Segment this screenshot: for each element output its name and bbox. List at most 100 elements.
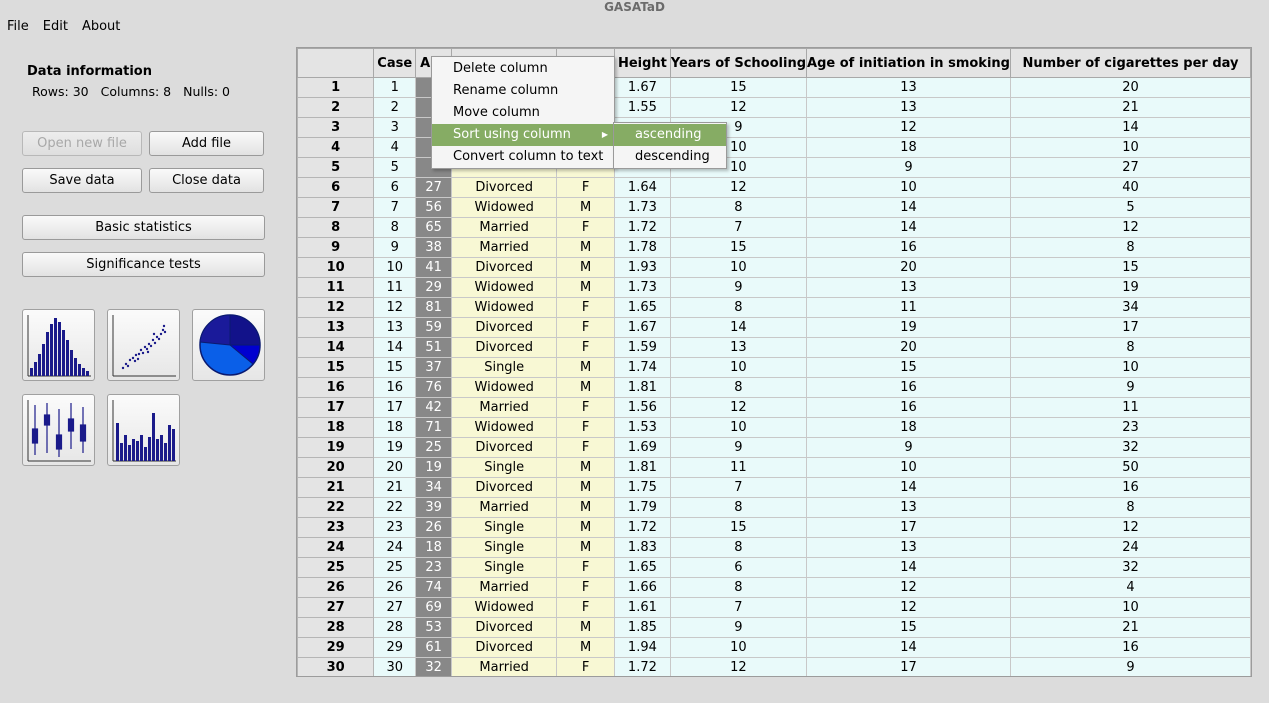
table-cell[interactable]: 50 (1009, 457, 1251, 478)
row-header[interactable]: 6 (297, 177, 375, 198)
table-cell[interactable]: 12 (373, 297, 417, 318)
table-cell[interactable]: 11 (806, 297, 1011, 318)
table-cell[interactable]: 15 (1009, 257, 1251, 278)
row-header[interactable]: 25 (297, 557, 375, 578)
table-cell[interactable]: Single (451, 537, 558, 558)
table-cell[interactable]: 65 (415, 217, 453, 238)
table-cell[interactable]: 1.67 (614, 77, 671, 98)
table-cell[interactable]: 76 (415, 377, 453, 398)
table-cell[interactable]: Divorced (451, 317, 558, 338)
table-cell[interactable]: F (556, 577, 616, 598)
row-header[interactable]: 17 (297, 397, 375, 418)
table-cell[interactable]: Divorced (451, 437, 558, 458)
table-cell[interactable]: 14 (806, 197, 1011, 218)
row-header[interactable]: 4 (297, 137, 375, 158)
table-cell[interactable]: F (556, 177, 616, 198)
table-cell[interactable]: 34 (415, 477, 453, 498)
table-cell[interactable]: 16 (1009, 637, 1251, 658)
table-cell[interactable]: 18 (806, 137, 1011, 158)
table-cell[interactable]: 10 (806, 457, 1011, 478)
row-header[interactable]: 14 (297, 337, 375, 358)
open-new-file-button[interactable]: Open new file (22, 131, 142, 156)
table-cell[interactable]: 32 (415, 657, 453, 676)
table-cell[interactable]: 18 (806, 417, 1011, 438)
table-cell[interactable]: 19 (373, 437, 417, 458)
box-plot-button[interactable] (22, 394, 95, 466)
table-cell[interactable]: Widowed (451, 597, 558, 618)
histogram-button[interactable] (22, 309, 95, 381)
table-cell[interactable]: 8 (669, 297, 808, 318)
scatter-plot-button[interactable] (107, 309, 180, 381)
table-cell[interactable]: 7 (669, 597, 808, 618)
table-cell[interactable]: 22 (373, 497, 417, 518)
table-cell[interactable]: 1.61 (614, 597, 671, 618)
table-cell[interactable]: 23 (1009, 417, 1251, 438)
table-cell[interactable]: 14 (806, 217, 1011, 238)
table-cell[interactable]: 53 (415, 617, 453, 638)
table-cell[interactable]: 17 (806, 517, 1011, 538)
table-cell[interactable]: 9 (1009, 657, 1251, 676)
table-cell[interactable]: 7 (669, 477, 808, 498)
table-cell[interactable]: 4 (373, 137, 417, 158)
table-cell[interactable]: 16 (806, 237, 1011, 258)
table-cell[interactable]: 12 (669, 397, 808, 418)
table-cell[interactable]: 13 (669, 337, 808, 358)
table-cell[interactable]: Widowed (451, 197, 558, 218)
row-header[interactable]: 30 (297, 657, 375, 676)
table-cell[interactable]: 32 (1009, 437, 1251, 458)
row-header[interactable]: 16 (297, 377, 375, 398)
basic-statistics-button[interactable]: Basic statistics (22, 215, 265, 240)
table-cell[interactable]: 6 (669, 557, 808, 578)
table-cell[interactable]: 34 (1009, 297, 1251, 318)
table-cell[interactable]: 1.73 (614, 197, 671, 218)
bar-chart-button[interactable] (107, 394, 180, 466)
table-cell[interactable]: 1.85 (614, 617, 671, 638)
table-cell[interactable]: Married (451, 217, 558, 238)
table-cell[interactable]: 13 (806, 537, 1011, 558)
table-cell[interactable]: Married (451, 577, 558, 598)
table-cell[interactable]: 1.64 (614, 177, 671, 198)
table-cell[interactable]: 81 (415, 297, 453, 318)
column-header-cigarettes-per-day[interactable]: Number of cigarettes per day (1009, 48, 1251, 78)
row-header[interactable]: 22 (297, 497, 375, 518)
column-header-years-of-schooling[interactable]: Years of Schooling (669, 48, 808, 78)
table-cell[interactable]: 11 (1009, 397, 1251, 418)
add-file-button[interactable]: Add file (149, 131, 264, 156)
table-cell[interactable]: M (556, 537, 616, 558)
table-cell[interactable]: 29 (415, 277, 453, 298)
table-cell[interactable]: 10 (669, 257, 808, 278)
table-cell[interactable]: 21 (373, 477, 417, 498)
table-cell[interactable]: M (556, 237, 616, 258)
table-cell[interactable]: F (556, 417, 616, 438)
table-cell[interactable]: 25 (373, 557, 417, 578)
table-cell[interactable]: M (556, 477, 616, 498)
column-header-age-initiation-smoking[interactable]: Age of initiation in smoking (806, 48, 1011, 78)
table-cell[interactable]: 15 (373, 357, 417, 378)
table-cell[interactable]: 9 (669, 437, 808, 458)
significance-tests-button[interactable]: Significance tests (22, 252, 265, 277)
table-cell[interactable]: 5 (1009, 197, 1251, 218)
table-cell[interactable]: 15 (669, 77, 808, 98)
table-cell[interactable]: Divorced (451, 477, 558, 498)
table-cell[interactable]: 12 (806, 117, 1011, 138)
row-header[interactable]: 13 (297, 317, 375, 338)
table-cell[interactable]: 1.94 (614, 637, 671, 658)
table-cell[interactable]: 8 (669, 497, 808, 518)
table-cell[interactable]: F (556, 297, 616, 318)
table-cell[interactable]: M (556, 197, 616, 218)
table-cell[interactable]: 3 (373, 117, 417, 138)
table-cell[interactable]: 8 (373, 217, 417, 238)
table-cell[interactable]: 9 (1009, 377, 1251, 398)
table-cell[interactable]: 71 (415, 417, 453, 438)
table-cell[interactable]: F (556, 337, 616, 358)
table-cell[interactable]: M (556, 457, 616, 478)
table-cell[interactable]: 26 (415, 517, 453, 538)
table-cell[interactable]: Divorced (451, 257, 558, 278)
table-cell[interactable]: 1.83 (614, 537, 671, 558)
submenu-item-descending[interactable]: descending (635, 149, 710, 164)
table-cell[interactable]: 10 (1009, 357, 1251, 378)
table-cell[interactable]: F (556, 217, 616, 238)
table-cell[interactable]: 16 (373, 377, 417, 398)
menu-item-delete-column[interactable]: Delete column (453, 61, 548, 76)
table-cell[interactable]: 51 (415, 337, 453, 358)
